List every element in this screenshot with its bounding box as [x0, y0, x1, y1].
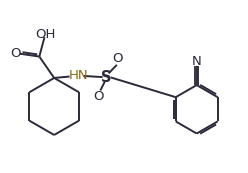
Text: OH: OH	[35, 28, 56, 41]
Text: HN: HN	[68, 69, 88, 82]
Text: N: N	[192, 55, 202, 68]
Text: O: O	[93, 90, 104, 103]
Text: S: S	[101, 70, 112, 85]
Text: O: O	[112, 52, 123, 65]
Text: O: O	[11, 47, 21, 60]
